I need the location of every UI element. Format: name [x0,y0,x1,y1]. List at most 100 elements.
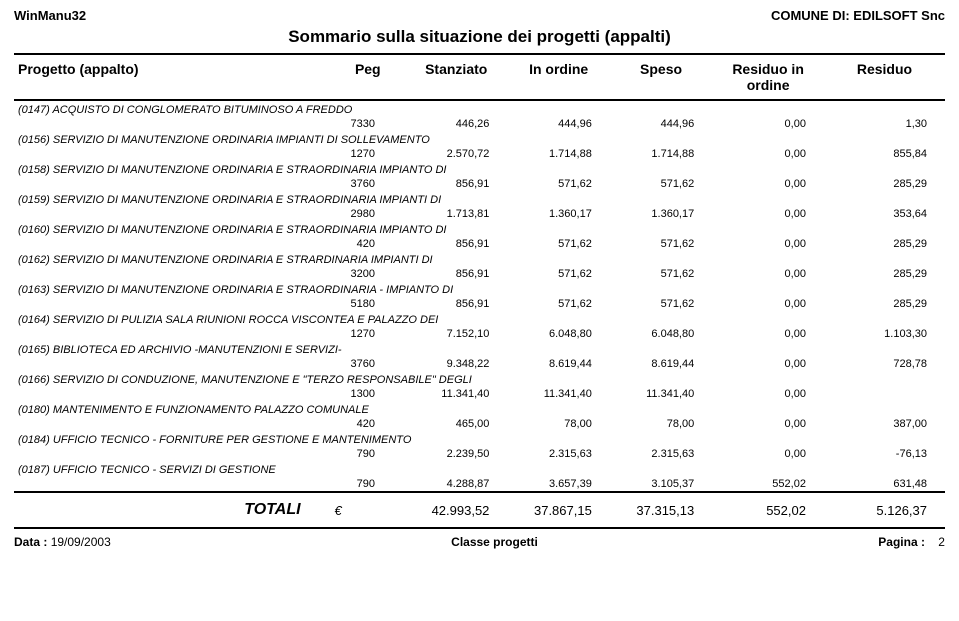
cell-residuo_ordine: 0,00 [712,267,824,281]
totals-row: TOTALI € 42.993,52 37.867,15 37.315,13 5… [14,492,945,528]
cell-in_ordine: 1.360,17 [507,207,609,221]
footer-date: Data : 19/09/2003 [14,535,111,549]
empty-cell [14,237,331,251]
project-values-row: 3760856,91571,62571,620,00285,29 [14,177,945,191]
col-in-ordine: In ordine [507,54,609,100]
cell-residuo_ordine: 0,00 [712,117,824,131]
project-name: (0162) SERVIZIO DI MANUTENZIONE ORDINARI… [14,251,945,267]
col-residuo-ordine: Residuo in ordine [712,54,824,100]
totals-speso: 37.315,13 [610,492,712,528]
project-name: (0159) SERVIZIO DI MANUTENZIONE ORDINARI… [14,191,945,207]
cell-peg: 1300 [331,387,405,401]
cell-stanziato: 7.152,10 [405,327,507,341]
cell-residuo_ordine: 0,00 [712,237,824,251]
project-values-row: 12707.152,106.048,806.048,800,001.103,30 [14,327,945,341]
col-peg: Peg [331,54,405,100]
project-values-row: 420856,91571,62571,620,00285,29 [14,237,945,251]
cell-speso: 11.341,40 [610,387,712,401]
cell-stanziato: 465,00 [405,417,507,431]
empty-cell [14,447,331,461]
cell-peg: 420 [331,237,405,251]
footer-center: Classe progetti [451,535,538,549]
project-name: (0160) SERVIZIO DI MANUTENZIONE ORDINARI… [14,221,945,237]
empty-cell [14,147,331,161]
cell-in_ordine: 78,00 [507,417,609,431]
totals-label: TOTALI [14,492,331,528]
empty-cell [14,387,331,401]
cell-residuo: 285,29 [824,297,945,311]
project-name: (0164) SERVIZIO DI PULIZIA SALA RIUNIONI… [14,311,945,327]
project-values-row: 5180856,91571,62571,620,00285,29 [14,297,945,311]
project-name-row: (0180) MANTENIMENTO E FUNZIONAMENTO PALA… [14,401,945,417]
cell-residuo_ordine: 0,00 [712,327,824,341]
cell-residuo: 631,48 [824,477,945,492]
cell-stanziato: 2.239,50 [405,447,507,461]
cell-peg: 5180 [331,297,405,311]
cell-stanziato: 856,91 [405,297,507,311]
cell-residuo: 1.103,30 [824,327,945,341]
project-values-row: 420465,0078,0078,000,00387,00 [14,417,945,431]
project-name-row: (0158) SERVIZIO DI MANUTENZIONE ORDINARI… [14,161,945,177]
cell-in_ordine: 571,62 [507,237,609,251]
project-name: (0165) BIBLIOTECA ED ARCHIVIO -MANUTENZI… [14,341,945,357]
project-name: (0163) SERVIZIO DI MANUTENZIONE ORDINARI… [14,281,945,297]
cell-in_ordine: 444,96 [507,117,609,131]
cell-residuo_ordine: 0,00 [712,177,824,191]
cell-stanziato: 9.348,22 [405,357,507,371]
cell-speso: 3.105,37 [610,477,712,492]
cell-stanziato: 856,91 [405,237,507,251]
cell-residuo_ordine: 552,02 [712,477,824,492]
project-values-row: 130011.341,4011.341,4011.341,400,00 [14,387,945,401]
empty-cell [14,117,331,131]
cell-speso: 571,62 [610,177,712,191]
cell-in_ordine: 2.315,63 [507,447,609,461]
cell-speso: 571,62 [610,297,712,311]
cell-peg: 3200 [331,267,405,281]
cell-speso: 444,96 [610,117,712,131]
cell-stanziato: 4.288,87 [405,477,507,492]
cell-in_ordine: 1.714,88 [507,147,609,161]
cell-residuo_ordine: 0,00 [712,357,824,371]
cell-residuo [824,387,945,401]
project-values-row: 3200856,91571,62571,620,00285,29 [14,267,945,281]
col-residuo: Residuo [824,54,945,100]
cell-residuo_ordine: 0,00 [712,207,824,221]
totals-in-ordine: 37.867,15 [507,492,609,528]
totals-currency: € [331,492,405,528]
project-name-row: (0163) SERVIZIO DI MANUTENZIONE ORDINARI… [14,281,945,297]
project-name-row: (0162) SERVIZIO DI MANUTENZIONE ORDINARI… [14,251,945,267]
empty-cell [14,357,331,371]
cell-in_ordine: 6.048,80 [507,327,609,341]
project-name-row: (0164) SERVIZIO DI PULIZIA SALA RIUNIONI… [14,311,945,327]
totals-residuo: 5.126,37 [824,492,945,528]
empty-cell [14,477,331,492]
footer-date-value: 19/09/2003 [51,535,111,549]
app-name: WinManu32 [14,8,86,23]
cell-in_ordine: 571,62 [507,177,609,191]
cell-peg: 3760 [331,177,405,191]
projects-table: Progetto (appalto) Peg Stanziato In ordi… [14,53,945,529]
empty-cell [14,267,331,281]
project-name: (0166) SERVIZIO DI CONDUZIONE, MANUTENZI… [14,371,945,387]
project-name-row: (0156) SERVIZIO DI MANUTENZIONE ORDINARI… [14,131,945,147]
cell-in_ordine: 571,62 [507,297,609,311]
cell-stanziato: 11.341,40 [405,387,507,401]
project-name-row: (0187) UFFICIO TECNICO - SERVIZI DI GEST… [14,461,945,477]
footer-bar: Data : 19/09/2003 Classe progetti Pagina… [14,535,945,549]
totals-stanziato: 42.993,52 [405,492,507,528]
empty-cell [14,297,331,311]
cell-residuo_ordine: 0,00 [712,387,824,401]
totals-residuo-ordine: 552,02 [712,492,824,528]
cell-speso: 1.360,17 [610,207,712,221]
cell-peg: 790 [331,477,405,492]
project-name: (0158) SERVIZIO DI MANUTENZIONE ORDINARI… [14,161,945,177]
project-name-row: (0159) SERVIZIO DI MANUTENZIONE ORDINARI… [14,191,945,207]
cell-residuo: 1,30 [824,117,945,131]
cell-peg: 2980 [331,207,405,221]
project-name: (0180) MANTENIMENTO E FUNZIONAMENTO PALA… [14,401,945,417]
project-name-row: (0160) SERVIZIO DI MANUTENZIONE ORDINARI… [14,221,945,237]
cell-residuo: 387,00 [824,417,945,431]
footer-page-value: 2 [938,535,945,549]
column-header-row: Progetto (appalto) Peg Stanziato In ordi… [14,54,945,100]
empty-cell [14,177,331,191]
